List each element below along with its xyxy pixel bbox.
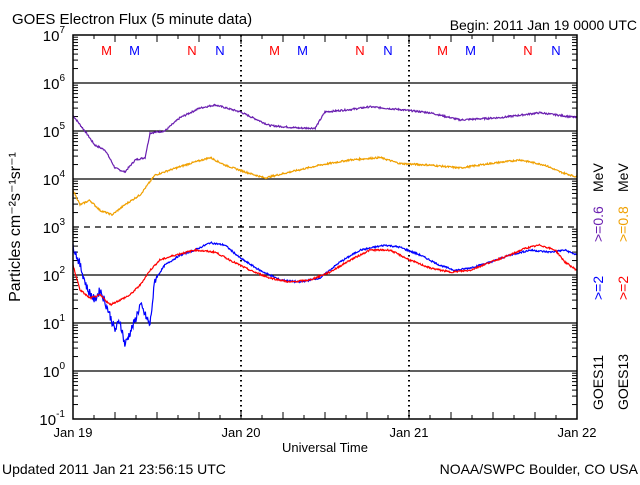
y-tick-exponent: 1 (59, 313, 65, 324)
y-axis-label: Particles cm⁻²s⁻¹sr⁻¹ (7, 152, 24, 302)
series-line-goes13-0-8-mev (72, 155, 578, 216)
y-tick-label: 102 (43, 265, 66, 285)
x-tick-label: Jan 20 (221, 425, 260, 440)
y-tick-label: 104 (43, 169, 66, 189)
y-tick-exponent: 6 (59, 73, 65, 84)
legend-goes13-unit: MeV (615, 163, 631, 192)
y-tick-exponent: 7 (59, 25, 65, 36)
y-tick-label: 100 (43, 361, 66, 381)
legend-goes11-06mev: >=0.6 (590, 206, 606, 242)
midnight-noon-marker: N (355, 43, 364, 58)
y-tick-label: 101 (43, 313, 66, 333)
x-tick-label: Jan 19 (53, 425, 92, 440)
plot-frame (72, 34, 578, 420)
midnight-noon-marker: M (437, 43, 448, 58)
updated-timestamp: Updated 2011 Jan 21 23:56:15 UTC (2, 461, 226, 477)
midnight-noon-marker: N (551, 43, 560, 58)
midnight-noon-marker: M (129, 43, 140, 58)
midnight-noon-marker: M (101, 43, 112, 58)
x-tick-label: Jan 22 (557, 425, 596, 440)
chart-title: GOES Electron Flux (5 minute data) (12, 11, 252, 28)
y-tick-exponent: 3 (59, 217, 65, 228)
midnight-noon-marker: N (215, 43, 224, 58)
y-tick-label: 106 (43, 73, 66, 93)
begin-time: Begin: 2011 Jan 19 0000 UTC (450, 17, 637, 33)
x-axis-label: Universal Time (282, 440, 368, 455)
y-tick-exponent: 0 (59, 361, 65, 372)
series-line-goes13-2-mev (72, 243, 578, 307)
midnight-noon-marker: M (297, 43, 308, 58)
legend-goes13-label: GOES13 (615, 354, 631, 410)
y-tick-exponent: -1 (56, 409, 65, 420)
midnight-noon-marker: M (269, 43, 280, 58)
legend-goes11-2mev: >=2 (590, 276, 606, 300)
midnight-noon-marker: N (523, 43, 532, 58)
credit: NOAA/SWPC Boulder, CO USA (440, 461, 639, 477)
series-line-goes11-0-6-mev (72, 103, 578, 174)
legend-goes13-2mev: >=2 (615, 276, 631, 300)
y-tick-exponent: 2 (59, 265, 65, 276)
midnight-noon-marker: M (465, 43, 476, 58)
y-tick-label: 105 (43, 121, 66, 141)
series-line-goes11-2-mev (72, 241, 578, 347)
legend-goes11-unit: MeV (590, 163, 606, 192)
legend-goes13-08mev: >=0.8 (615, 206, 631, 242)
midnight-noon-marker: N (187, 43, 196, 58)
y-tick-exponent: 4 (59, 169, 65, 180)
y-tick-exponent: 5 (59, 121, 65, 132)
x-tick-label: Jan 21 (389, 425, 428, 440)
midnight-noon-marker: N (383, 43, 392, 58)
y-tick-label: 103 (43, 217, 66, 237)
legend-goes11-label: GOES11 (590, 355, 606, 410)
y-tick-label: 107 (43, 25, 66, 45)
